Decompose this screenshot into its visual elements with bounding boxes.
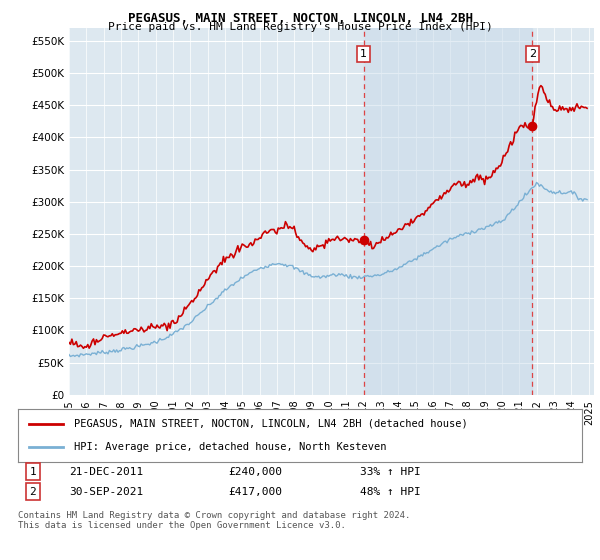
Text: HPI: Average price, detached house, North Kesteven: HPI: Average price, detached house, Nort… bbox=[74, 442, 387, 452]
Text: £240,000: £240,000 bbox=[228, 466, 282, 477]
Text: 1: 1 bbox=[29, 466, 37, 477]
Text: 48% ↑ HPI: 48% ↑ HPI bbox=[360, 487, 421, 497]
Text: Contains HM Land Registry data © Crown copyright and database right 2024.
This d: Contains HM Land Registry data © Crown c… bbox=[18, 511, 410, 530]
Text: 2: 2 bbox=[29, 487, 37, 497]
Bar bbox=[364, 28, 532, 395]
Text: 30-SEP-2021: 30-SEP-2021 bbox=[69, 487, 143, 497]
Text: 2: 2 bbox=[529, 49, 536, 59]
Text: PEGASUS, MAIN STREET, NOCTON, LINCOLN, LN4 2BH: PEGASUS, MAIN STREET, NOCTON, LINCOLN, L… bbox=[128, 12, 473, 25]
Text: Price paid vs. HM Land Registry's House Price Index (HPI): Price paid vs. HM Land Registry's House … bbox=[107, 22, 493, 32]
Text: 33% ↑ HPI: 33% ↑ HPI bbox=[360, 466, 421, 477]
Text: £417,000: £417,000 bbox=[228, 487, 282, 497]
Text: 1: 1 bbox=[360, 49, 367, 59]
Text: 21-DEC-2011: 21-DEC-2011 bbox=[69, 466, 143, 477]
Text: PEGASUS, MAIN STREET, NOCTON, LINCOLN, LN4 2BH (detached house): PEGASUS, MAIN STREET, NOCTON, LINCOLN, L… bbox=[74, 419, 468, 429]
